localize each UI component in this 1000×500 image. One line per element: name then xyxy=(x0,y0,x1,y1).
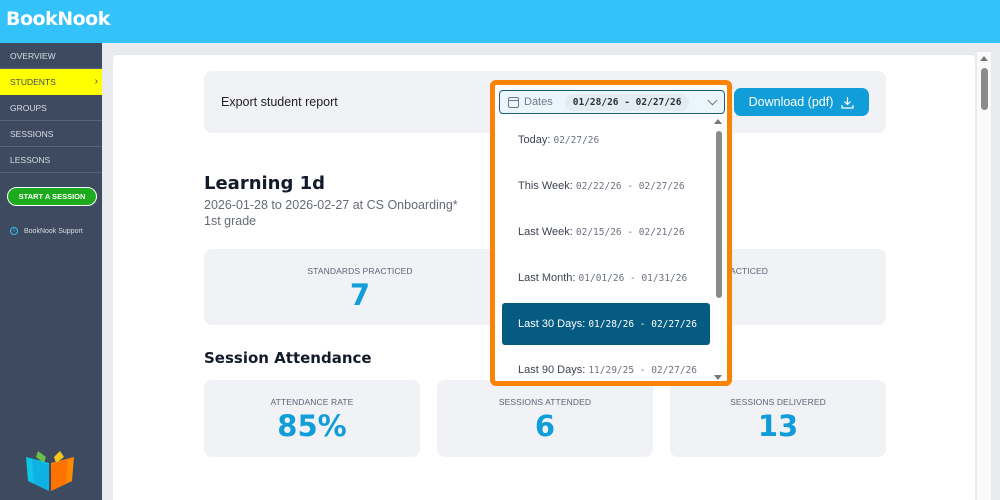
option-label: Today: xyxy=(518,134,551,146)
date-options-list: Today: 02/27/26 This Week: 02/22/26 - 02… xyxy=(502,118,712,380)
dropdown-scroll-thumb[interactable] xyxy=(716,131,722,298)
report-title: Learning 1d xyxy=(204,173,326,194)
option-range: 02/22/26 - 02/27/26 xyxy=(575,181,685,192)
sessions-attended-card: SESSIONS ATTENDED 6 xyxy=(437,380,653,457)
stat-value: 6 xyxy=(534,409,556,443)
option-this-week[interactable]: This Week: 02/22/26 - 02/27/26 xyxy=(502,165,710,207)
option-range: 02/27/26 xyxy=(553,135,600,146)
option-label: Last 30 Days: xyxy=(518,318,586,330)
dropdown-scroll-down-icon[interactable] xyxy=(714,375,722,380)
option-label: Last Week: xyxy=(518,226,573,238)
option-label: Last 90 Days: xyxy=(518,364,586,376)
download-button-label: Download (pdf) xyxy=(748,95,834,109)
page-scroll-thumb[interactable] xyxy=(981,68,988,110)
sidebar-item-overview[interactable]: OVERVIEW xyxy=(0,43,102,69)
dates-label: Dates xyxy=(524,96,553,108)
support-label: BookNook Support xyxy=(24,227,83,235)
option-range: 11/29/25 - 02/27/26 xyxy=(588,365,697,376)
sessions-delivered-card: SESSIONS DELIVERED 13 xyxy=(670,380,886,457)
page-scrollbar[interactable] xyxy=(977,52,991,500)
booknook-book-icon xyxy=(26,451,74,491)
option-last-week[interactable]: Last Week: 02/15/26 - 02/21/26 xyxy=(502,211,710,253)
info-icon: i xyxy=(10,227,18,235)
stat-label: STANDARDS PRACTICED xyxy=(307,266,413,276)
chevron-right-icon: › xyxy=(94,76,98,87)
sidebar-item-label: OVERVIEW xyxy=(10,51,56,61)
report-subtitle: 2026-01-28 to 2026-02-27 at CS Onboardin… xyxy=(204,197,458,229)
download-pdf-button[interactable]: Download (pdf) xyxy=(734,88,869,116)
report-grade: 1st grade xyxy=(204,214,257,228)
export-report-label: Export student report xyxy=(221,95,338,109)
option-label: Last Month: xyxy=(518,272,576,284)
support-link[interactable]: i BookNook Support xyxy=(10,227,83,235)
stat-value: 85% xyxy=(277,409,347,443)
selected-date-range: 01/28/26 - 02/27/26 xyxy=(564,93,690,111)
standards-practiced-card: STANDARDS PRACTICED 7 xyxy=(204,249,516,325)
sidebar-item-lessons[interactable]: LESSONS xyxy=(0,147,102,173)
option-range: 01/01/26 - 01/31/26 xyxy=(578,273,688,284)
stat-label: SESSIONS DELIVERED xyxy=(730,397,826,407)
stat-label: ACTICED xyxy=(730,266,769,276)
option-today[interactable]: Today: 02/27/26 xyxy=(502,119,710,161)
report-date-range: 2026-01-28 to 2026-02-27 at CS Onboardin… xyxy=(204,198,458,212)
chevron-down-icon xyxy=(707,95,718,106)
session-attendance-heading: Session Attendance xyxy=(204,349,372,367)
option-range: 01/28/26 - 02/27/26 xyxy=(588,319,697,330)
stat-label: ATTENDANCE RATE xyxy=(270,397,354,407)
dropdown-scroll-up-icon[interactable] xyxy=(714,119,722,124)
stat-value: 7 xyxy=(349,278,371,312)
attendance-rate-card: ATTENDANCE RATE 85% xyxy=(204,380,420,457)
stat-value: 13 xyxy=(757,409,799,443)
window-edge xyxy=(991,43,1000,500)
sidebar-item-students[interactable]: STUDENTS › xyxy=(0,69,102,95)
scroll-up-arrow-icon[interactable] xyxy=(980,56,988,61)
option-last-90-days[interactable]: Last 90 Days: 11/29/25 - 02/27/26 xyxy=(502,349,710,380)
sidebar-item-label: STUDENTS xyxy=(10,77,56,87)
sidebar-item-groups[interactable]: GROUPS xyxy=(0,95,102,121)
option-range: 02/15/26 - 02/21/26 xyxy=(575,227,685,238)
sidebar-item-sessions[interactable]: SESSIONS xyxy=(0,121,102,147)
date-range-select[interactable]: Dates 01/28/26 - 02/27/26 xyxy=(499,90,725,114)
sidebar-item-label: GROUPS xyxy=(10,103,47,113)
app-logo-text[interactable]: BookNook xyxy=(6,8,110,30)
sidebar-item-label: SESSIONS xyxy=(10,129,54,139)
sidebar-item-label: LESSONS xyxy=(10,155,51,165)
stat-label: SESSIONS ATTENDED xyxy=(498,397,592,407)
start-session-button[interactable]: START A SESSION xyxy=(7,187,97,206)
download-icon xyxy=(841,96,854,109)
option-last-month[interactable]: Last Month: 01/01/26 - 01/31/26 xyxy=(502,257,710,299)
calendar-icon xyxy=(508,96,519,108)
top-bar: BookNook xyxy=(0,0,1000,43)
sidebar: OVERVIEW STUDENTS › GROUPS SESSIONS LESSO… xyxy=(0,43,102,500)
option-label: This Week: xyxy=(518,180,573,192)
option-last-30-days[interactable]: Last 30 Days: 01/28/26 - 02/27/26 xyxy=(502,303,710,345)
